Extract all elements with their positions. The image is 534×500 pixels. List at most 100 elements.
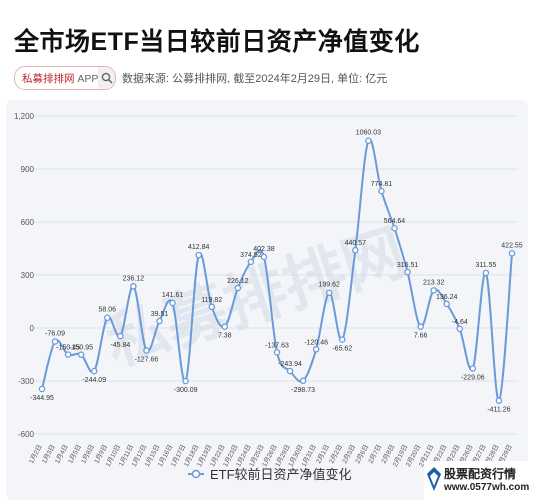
data-label: 7.38	[218, 333, 232, 340]
data-label: -150.95	[69, 345, 93, 352]
data-label: 236.12	[123, 275, 145, 282]
data-point	[208, 303, 215, 311]
series-line	[41, 138, 513, 402]
data-label: -243.94	[278, 361, 302, 368]
data-point	[365, 137, 372, 144]
data-label: -298.73	[291, 387, 315, 394]
data-point	[234, 284, 242, 292]
data-point	[286, 367, 294, 375]
data-label: -244.09	[82, 377, 106, 384]
y-tick-label: 900	[21, 165, 35, 174]
data-point	[299, 377, 307, 385]
search-icon[interactable]	[98, 67, 115, 89]
legend-marker	[191, 469, 201, 479]
data-point	[169, 299, 176, 307]
brand-search-box[interactable]: 私募排排网 APP	[14, 66, 116, 90]
brand-app: APP	[77, 72, 99, 85]
data-label: 119.82	[201, 297, 222, 304]
data-label: -127.66	[135, 357, 159, 364]
data-label: 1060.03	[356, 130, 381, 137]
data-label: 58.06	[99, 307, 117, 314]
y-tick-label: -600	[18, 430, 35, 439]
brand-label: 私募排排网 APP	[15, 71, 98, 86]
data-label: -229.06	[461, 374, 485, 381]
data-label: 136.24	[436, 294, 458, 301]
logo-line2: www.0577wh.com	[444, 482, 530, 493]
logo-line1: 股票配资行情	[444, 467, 517, 481]
data-point	[51, 338, 59, 345]
data-label: 213.32	[423, 279, 445, 286]
data-point	[482, 269, 490, 277]
data-point	[77, 351, 85, 358]
data-label: 39.51	[151, 311, 169, 318]
data-label: 316.51	[397, 262, 419, 269]
data-label: -300.09	[174, 387, 198, 394]
data-label: -65.62	[332, 346, 352, 353]
data-point	[417, 323, 424, 330]
watermark: 私募排排网	[98, 218, 414, 379]
data-point	[391, 224, 398, 232]
data-label: 564.64	[384, 218, 406, 225]
data-point	[260, 253, 268, 261]
data-point	[325, 289, 333, 296]
data-point	[64, 351, 72, 358]
data-point	[273, 349, 281, 356]
data-point	[456, 325, 464, 333]
page-title: 全市场ETF当日较前日资产净值变化	[14, 28, 420, 56]
y-axis-ticks: -600 -300 0 300 600 900 1,200	[14, 112, 35, 439]
data-point	[352, 246, 359, 254]
data-point	[130, 283, 137, 290]
data-label: 774.81	[371, 181, 393, 188]
data-point	[495, 397, 503, 404]
footer-logo	[424, 461, 534, 500]
data-point	[312, 346, 320, 353]
data-point	[404, 268, 411, 276]
data-point	[104, 314, 111, 321]
data-label: -411.26	[487, 407, 510, 414]
legend-label: ETF较前日资产净值变化	[210, 467, 352, 482]
data-label: 7.66	[414, 333, 428, 340]
data-label: 440.57	[345, 240, 367, 247]
data-label: -150.45	[56, 345, 80, 352]
y-tick-label: 600	[21, 218, 35, 227]
data-point	[156, 317, 163, 325]
data-label: -120.46	[304, 339, 328, 346]
data-point	[469, 365, 477, 372]
data-point	[117, 332, 124, 340]
data-label: -45.84	[110, 342, 130, 349]
data-label: -76.09	[45, 330, 65, 337]
y-tick-label: -300	[18, 377, 35, 386]
data-label: 402.38	[253, 246, 275, 253]
data-point	[378, 187, 385, 195]
data-point	[430, 287, 437, 294]
data-point	[38, 385, 46, 393]
data-label: -344.95	[30, 395, 54, 402]
data-label: 226.12	[227, 278, 249, 285]
logo-mark-icon	[427, 467, 441, 491]
data-label: 141.61	[162, 292, 184, 299]
data-point	[339, 336, 346, 343]
data-point	[221, 323, 229, 330]
data-label: 374.52	[240, 252, 262, 259]
data-points	[38, 137, 516, 404]
chart-panel	[6, 100, 528, 500]
y-tick-label: 1,200	[14, 112, 35, 121]
data-labels: -344.95 -76.09 -150.45-150.95 -244.09 58.06 -…	[30, 130, 523, 414]
data-label: -4.64	[452, 319, 468, 326]
data-point	[143, 347, 150, 354]
data-label: 422.55	[501, 242, 523, 249]
data-label: 412.84	[188, 244, 210, 251]
data-point	[182, 377, 189, 385]
data-point	[508, 250, 516, 257]
data-label: -137.63	[265, 342, 289, 349]
data-label: 311.55	[475, 262, 496, 269]
data-label: 199.62	[319, 282, 341, 289]
legend: ETF较前日资产净值变化	[188, 467, 352, 482]
brand-name: 私募排排网	[22, 72, 75, 85]
y-tick-label: 300	[21, 271, 35, 280]
data-point	[90, 367, 98, 375]
data-point	[195, 251, 202, 259]
data-point	[443, 300, 450, 308]
y-tick-label: 0	[30, 324, 35, 333]
